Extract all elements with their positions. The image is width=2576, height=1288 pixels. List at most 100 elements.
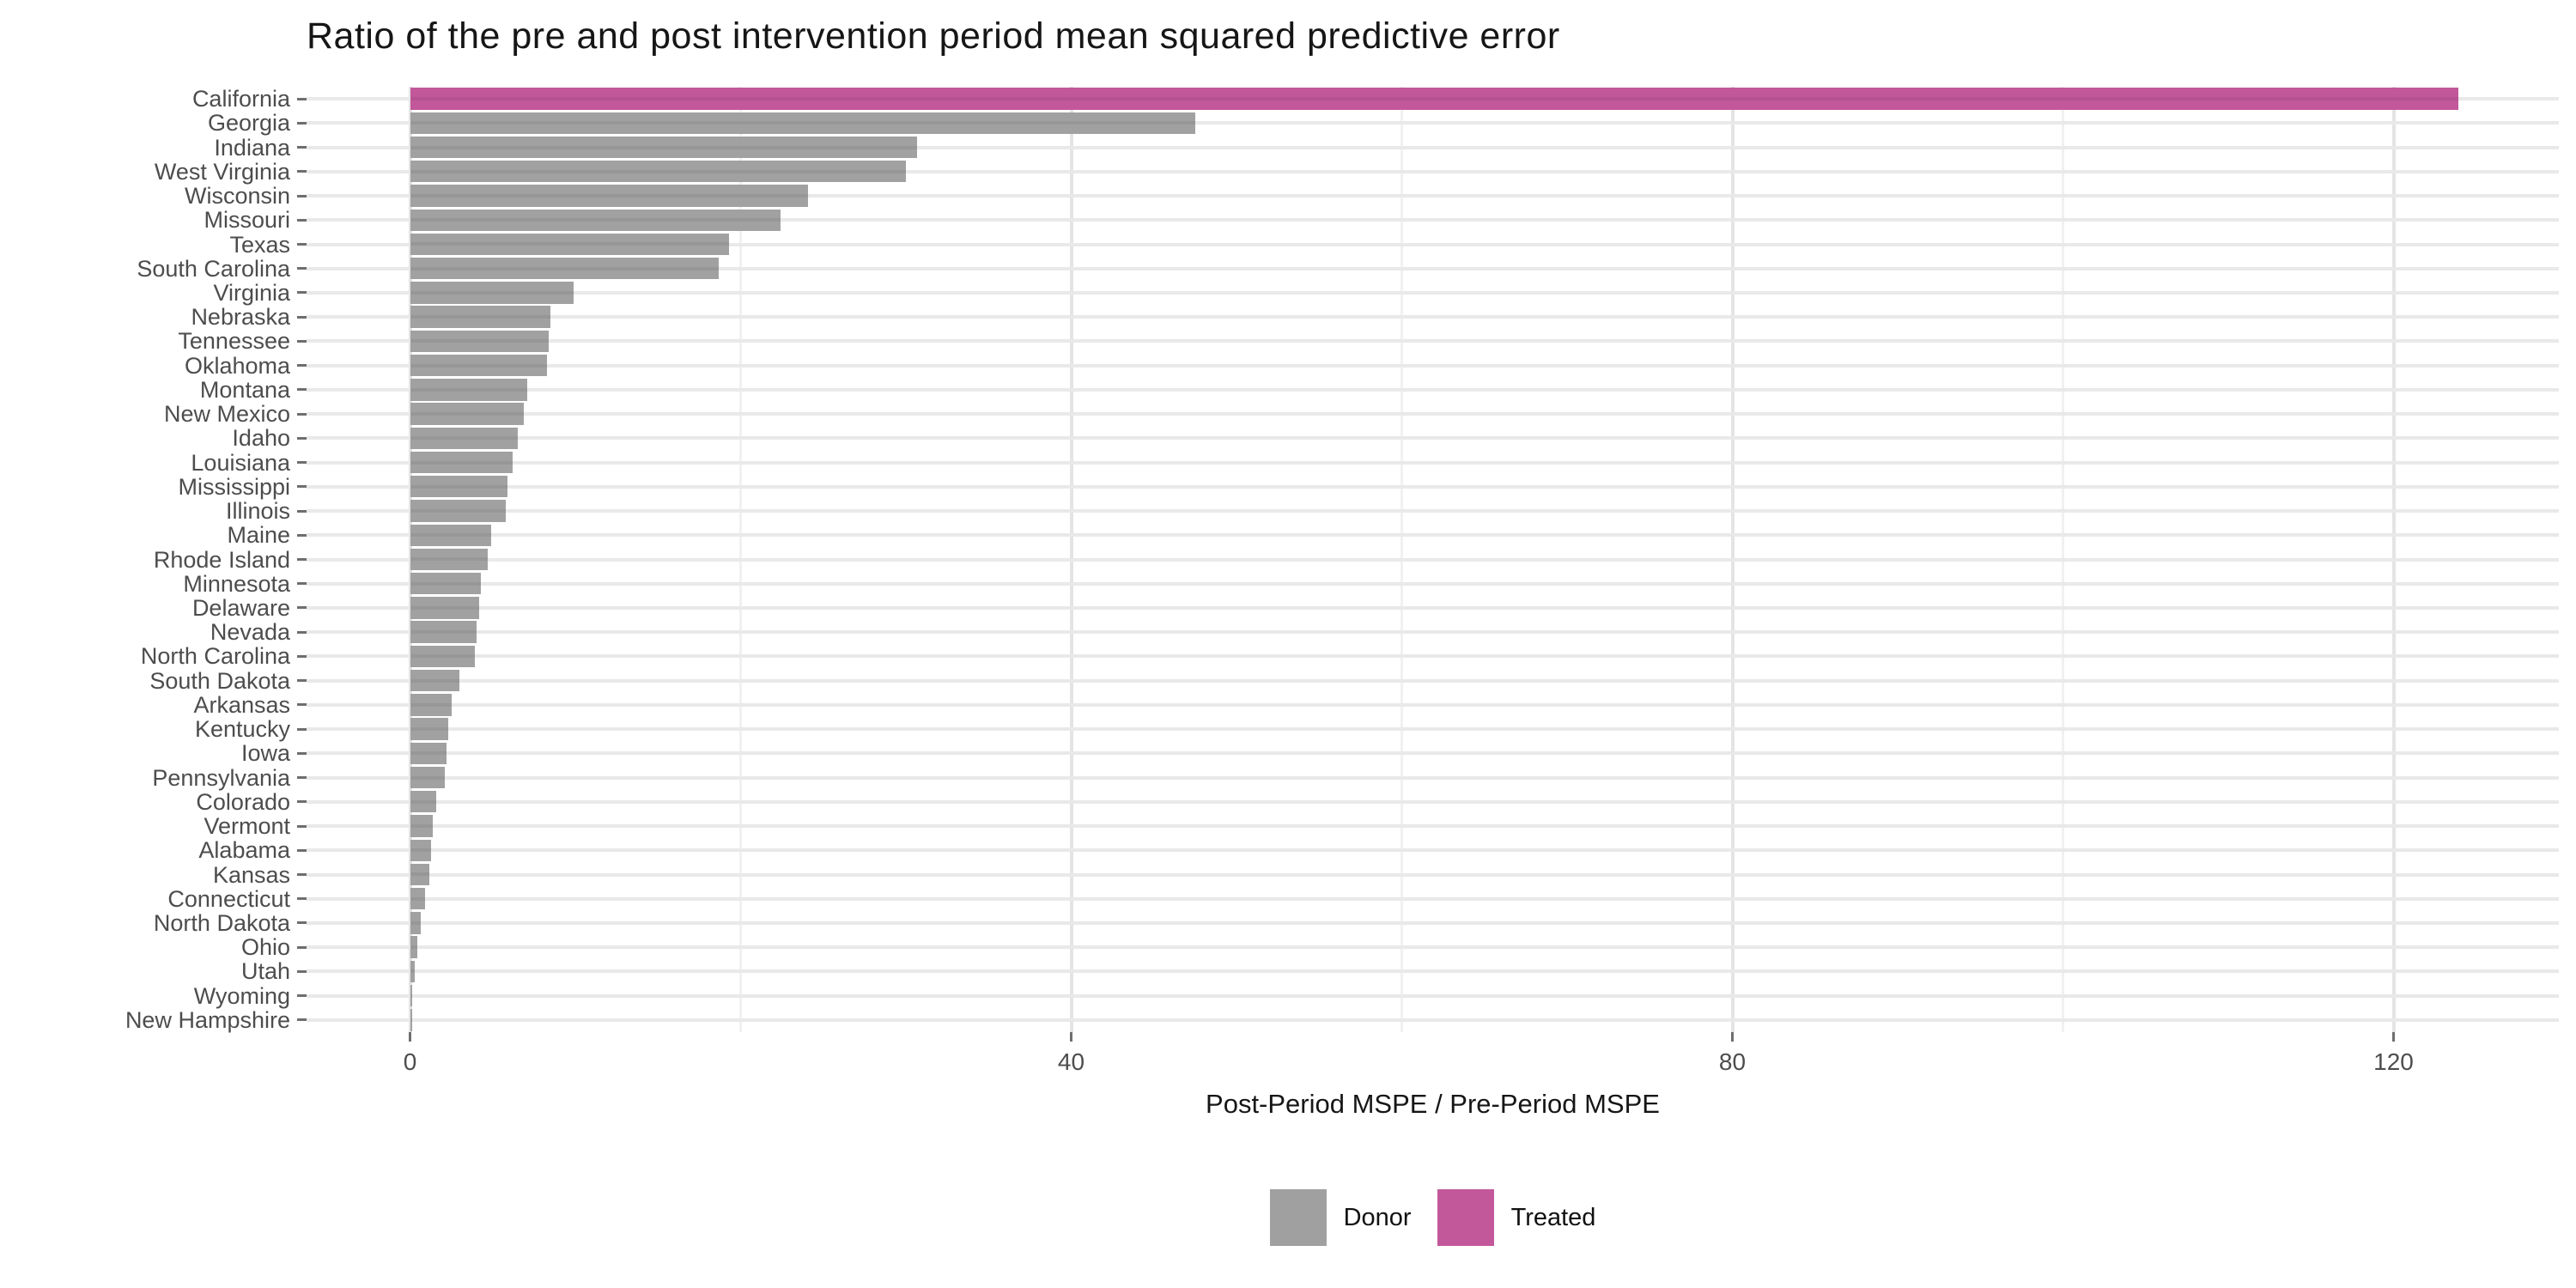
gridline-overlay bbox=[410, 751, 447, 756]
bar-north-dakota bbox=[410, 912, 421, 934]
gridline-overlay bbox=[410, 654, 475, 659]
h-gridline bbox=[307, 945, 2559, 950]
y-tick-mark bbox=[297, 170, 307, 173]
x-tick-label: 120 bbox=[2373, 1048, 2414, 1075]
bar-indiana bbox=[410, 136, 918, 159]
legend-item-treated: Treated bbox=[1437, 1189, 1596, 1246]
legend: Donor Treated bbox=[307, 1188, 2559, 1247]
h-gridline bbox=[307, 557, 2559, 562]
y-axis-label: West Virginia bbox=[154, 158, 290, 185]
gridline-overlay bbox=[410, 824, 434, 829]
h-gridline bbox=[307, 824, 2559, 829]
bar-california bbox=[410, 88, 2458, 110]
h-gridline bbox=[307, 121, 2559, 125]
gridline-overlay bbox=[410, 872, 429, 877]
y-tick-mark bbox=[297, 146, 307, 149]
y-tick-mark bbox=[297, 461, 307, 465]
gridline-overlay bbox=[410, 484, 508, 489]
x-axis-title: Post-Period MSPE / Pre-Period MSPE bbox=[1206, 1089, 1660, 1119]
legend-label-treated: Treated bbox=[1510, 1203, 1596, 1231]
bar-tennessee bbox=[410, 330, 550, 353]
bar-ohio bbox=[410, 936, 418, 958]
bar-west-virginia bbox=[410, 161, 906, 183]
bar-nevada bbox=[410, 621, 477, 643]
y-tick-mark bbox=[297, 388, 307, 392]
gridline-overlay bbox=[410, 969, 416, 974]
bar-louisiana bbox=[410, 451, 513, 474]
bar-iowa bbox=[410, 742, 447, 765]
bar-georgia bbox=[410, 112, 1195, 135]
y-axis-label: Connecticut bbox=[167, 885, 290, 912]
y-tick-mark bbox=[297, 339, 307, 343]
plot-panel bbox=[307, 87, 2559, 1032]
gridline-overlay bbox=[410, 387, 528, 392]
y-tick-mark bbox=[297, 897, 307, 901]
y-tick-mark bbox=[297, 582, 307, 586]
bar-wyoming bbox=[410, 984, 413, 1007]
bar-maine bbox=[410, 524, 491, 546]
gridline-overlay bbox=[410, 678, 460, 683]
y-tick-mark bbox=[297, 727, 307, 731]
gridline-overlay bbox=[410, 775, 445, 780]
bar-vermont bbox=[410, 815, 434, 837]
gridline-overlay bbox=[410, 727, 448, 732]
h-gridline bbox=[307, 751, 2559, 756]
y-tick-mark bbox=[297, 606, 307, 610]
gridline-overlay bbox=[410, 993, 413, 998]
bar-kansas bbox=[410, 863, 429, 886]
bar-kentucky bbox=[410, 718, 448, 740]
y-axis-label: Illinois bbox=[225, 498, 290, 525]
h-gridline bbox=[307, 775, 2559, 780]
bar-colorado bbox=[410, 791, 437, 813]
h-gridline bbox=[307, 145, 2559, 149]
gridline-overlay bbox=[410, 121, 1195, 125]
h-gridline bbox=[307, 509, 2559, 513]
x-tick-mark bbox=[2392, 1032, 2395, 1042]
gridline-overlay bbox=[410, 605, 480, 610]
y-axis-label: Kentucky bbox=[194, 716, 290, 743]
bar-idaho bbox=[410, 427, 518, 450]
bar-pennsylvania bbox=[410, 766, 445, 789]
y-axis-label: Vermont bbox=[204, 813, 290, 840]
x-tick-label: 40 bbox=[1057, 1048, 1085, 1075]
h-gridline bbox=[307, 654, 2559, 659]
h-gridline bbox=[307, 412, 2559, 416]
h-gridline bbox=[307, 969, 2559, 974]
y-axis-label: Louisiana bbox=[191, 449, 290, 476]
h-gridline bbox=[307, 460, 2559, 465]
y-tick-mark bbox=[297, 194, 307, 197]
gridline-overlay bbox=[410, 945, 418, 950]
h-gridline bbox=[307, 630, 2559, 635]
y-tick-mark bbox=[297, 703, 307, 707]
legend-label-donor: Donor bbox=[1343, 1203, 1412, 1231]
h-gridline bbox=[307, 1018, 2559, 1022]
y-axis-label: Tennessee bbox=[178, 328, 290, 355]
y-axis-label: California bbox=[191, 86, 290, 112]
y-axis-label: Wyoming bbox=[193, 982, 290, 1009]
y-tick-mark bbox=[297, 218, 307, 222]
y-axis-label: Colorado bbox=[196, 788, 290, 815]
x-tick-mark bbox=[1070, 1032, 1072, 1042]
y-axis-label: Missouri bbox=[204, 207, 290, 234]
y-axis-label: North Dakota bbox=[153, 909, 290, 936]
h-gridline bbox=[307, 436, 2559, 440]
y-tick-mark bbox=[297, 824, 307, 828]
gridline-overlay bbox=[410, 290, 574, 295]
y-tick-mark bbox=[297, 848, 307, 852]
y-axis-label: Kansas bbox=[212, 861, 290, 888]
bar-montana bbox=[410, 379, 528, 401]
gridline-overlay bbox=[410, 169, 906, 173]
h-gridline bbox=[307, 484, 2559, 489]
y-tick-mark bbox=[297, 243, 307, 246]
bar-new-mexico bbox=[410, 403, 525, 425]
y-axis-label: Georgia bbox=[207, 110, 290, 137]
gridline-overlay bbox=[410, 194, 809, 198]
bar-virginia bbox=[410, 282, 574, 304]
y-axis-label: Texas bbox=[229, 231, 290, 258]
y-axis-label: Montana bbox=[199, 376, 290, 403]
bar-utah bbox=[410, 960, 416, 983]
y-axis-label: New Mexico bbox=[163, 401, 290, 428]
y-tick-mark bbox=[297, 558, 307, 561]
h-gridline bbox=[307, 896, 2559, 901]
y-tick-mark bbox=[297, 873, 307, 876]
